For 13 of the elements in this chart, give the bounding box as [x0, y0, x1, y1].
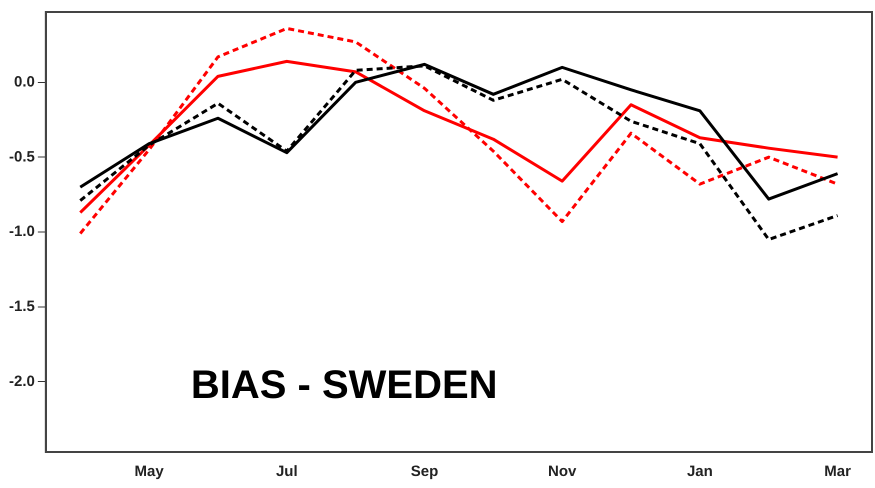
x-tick-label: Sep	[410, 463, 438, 480]
y-tick-label: -0.5	[8, 148, 35, 166]
y-tick-label: -2.0	[8, 372, 35, 390]
x-tick-label: Mar	[824, 463, 852, 480]
annotation: BIAS - SWEDEN	[190, 363, 498, 408]
x-tick-label: Jul	[276, 463, 298, 480]
line-series	[78, 64, 840, 241]
y-tick-label: 0.0	[14, 73, 35, 90]
y-tick-label: -1.5	[8, 298, 35, 315]
x-tick-label: Jan	[686, 463, 713, 480]
x-tick-label: Nov	[548, 463, 578, 480]
x-tick-label: May	[134, 463, 164, 480]
y-tick-label: -1.0	[8, 223, 35, 240]
